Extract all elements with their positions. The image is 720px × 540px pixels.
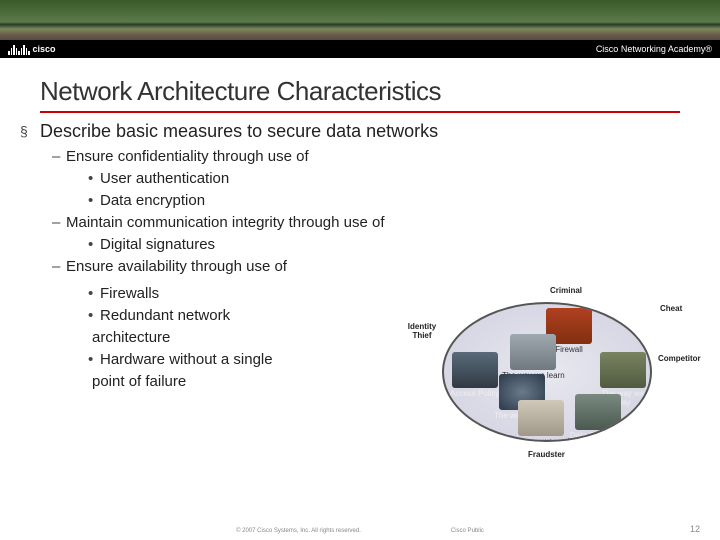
label-fraudster: Fraudster bbox=[528, 450, 565, 459]
academy-text: Cisco Networking Academy® bbox=[596, 44, 712, 54]
cell-label-work: The way we work bbox=[510, 437, 572, 442]
bullet-l3-a1: User authentication bbox=[88, 170, 680, 187]
cisco-logo: cisco bbox=[8, 43, 56, 55]
cell-img-work bbox=[518, 400, 564, 436]
diagram-ellipse: Firewall Access Policy The way we learn … bbox=[442, 302, 652, 442]
cell-label-access: Access Policy bbox=[450, 389, 499, 398]
bullet-l3-c3b: point of failure bbox=[92, 373, 400, 390]
slide-content: Network Architecture Characteristics Des… bbox=[0, 58, 720, 472]
bullet-l2-a: Ensure confidentiality through use of bbox=[52, 148, 680, 165]
security-diagram: Criminal Cheat Competitor Identity Thief… bbox=[400, 282, 700, 472]
cisco-bars-icon bbox=[8, 43, 30, 55]
cell-img-encrypt bbox=[575, 394, 621, 430]
bullet-l2-c: Ensure availability through use of bbox=[52, 258, 680, 275]
label-criminal: Criminal bbox=[550, 286, 582, 295]
bullet-l2-b: Maintain communication integrity through… bbox=[52, 214, 680, 231]
footer-page: 12 bbox=[690, 524, 700, 534]
bullet-l3-c2: Redundant network bbox=[88, 307, 400, 324]
header-bar: cisco Cisco Networking Academy® bbox=[0, 40, 720, 58]
bullet-l3-c3: Hardware without a single bbox=[88, 351, 400, 368]
bullet-l1: Describe basic measures to secure data n… bbox=[20, 121, 680, 142]
cell-img-access bbox=[452, 352, 498, 388]
cell-access: Access Policy bbox=[450, 352, 499, 398]
bullet-l3-a2: Data encryption bbox=[88, 192, 680, 209]
bullet-l3-c2b: architecture bbox=[92, 329, 400, 346]
footer: © 2007 Cisco Systems, Inc. All rights re… bbox=[0, 528, 720, 534]
label-competitor: Competitor bbox=[658, 354, 701, 363]
cell-img-play bbox=[600, 352, 646, 388]
cell-img-learn bbox=[510, 334, 556, 370]
bullet-l3-c1: Firewalls bbox=[88, 285, 400, 302]
label-cheat: Cheat bbox=[660, 304, 682, 313]
slide-title: Network Architecture Characteristics bbox=[40, 76, 680, 113]
bullet-l3-b1: Digital signatures bbox=[88, 236, 680, 253]
header-banner: cisco Cisco Networking Academy® bbox=[0, 0, 720, 58]
label-idthief: Identity Thief bbox=[402, 322, 442, 340]
cell-work: The way we work bbox=[510, 400, 572, 442]
logo-text: cisco bbox=[33, 44, 56, 54]
cell-encrypt: Data Encryption bbox=[570, 394, 627, 440]
cell-label-encrypt: Data Encryption bbox=[570, 431, 627, 440]
footer-copyright: © 2007 Cisco Systems, Inc. All rights re… bbox=[236, 528, 361, 534]
footer-classification: Cisco Public bbox=[451, 528, 484, 534]
